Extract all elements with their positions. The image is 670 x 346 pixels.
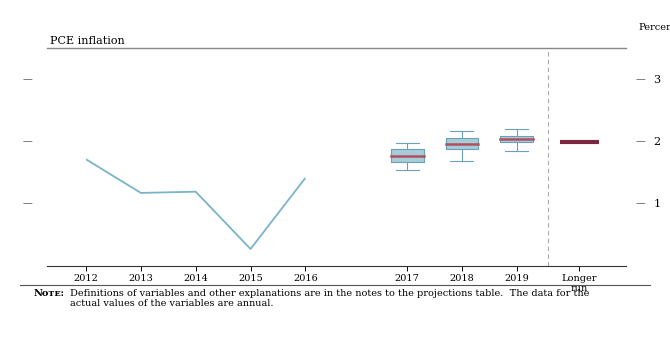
- Text: PCE inflation: PCE inflation: [50, 36, 125, 46]
- Text: 2: 2: [653, 137, 661, 147]
- Text: —: —: [635, 137, 645, 146]
- Text: —: —: [23, 137, 32, 146]
- Text: Nᴏᴛᴇ:: Nᴏᴛᴇ:: [34, 289, 64, 298]
- Text: —: —: [635, 75, 645, 84]
- Bar: [500, 136, 533, 142]
- Text: 1: 1: [653, 199, 661, 209]
- Text: —: —: [635, 200, 645, 209]
- Bar: [446, 137, 478, 149]
- Text: Definitions of variables and other explanations are in the notes to the projecti: Definitions of variables and other expla…: [70, 289, 590, 308]
- Text: 3: 3: [653, 75, 661, 84]
- Text: —: —: [23, 75, 32, 84]
- Text: Percent: Percent: [638, 23, 670, 32]
- Bar: [391, 149, 423, 162]
- Text: —: —: [23, 200, 32, 209]
